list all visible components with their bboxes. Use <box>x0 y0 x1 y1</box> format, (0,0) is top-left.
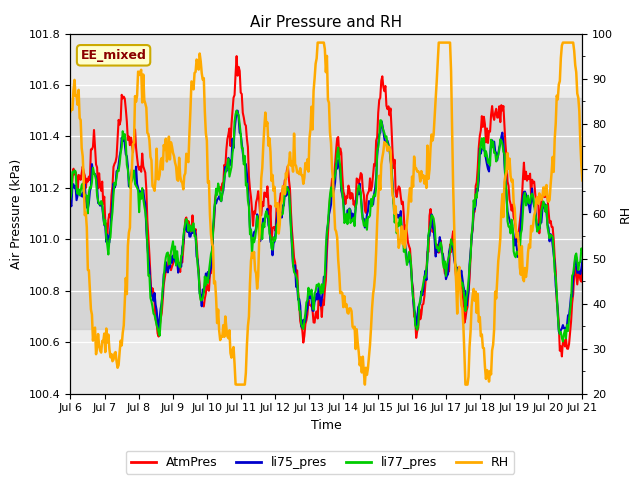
li75_pres <box>487 140 495 146</box>
RH <box>579 178 586 183</box>
RH <box>314 40 321 46</box>
Line: RH: RH <box>70 43 582 384</box>
Legend: AtmPres, li75_pres, li77_pres, RH: AtmPres, li75_pres, li77_pres, RH <box>125 451 515 474</box>
RH <box>233 382 241 387</box>
li77_pres <box>487 137 495 143</box>
AtmPres <box>314 316 321 322</box>
li77_pres <box>559 338 567 344</box>
Line: AtmPres: AtmPres <box>70 56 582 357</box>
Line: li75_pres: li75_pres <box>70 111 582 334</box>
AtmPres <box>558 354 566 360</box>
AtmPres <box>233 53 241 59</box>
AtmPres <box>372 138 380 144</box>
AtmPres <box>344 183 352 189</box>
AtmPres <box>568 300 576 306</box>
Bar <box>70 98 582 329</box>
RH <box>488 348 496 353</box>
RH <box>315 40 323 46</box>
Y-axis label: Air Pressure (kPa): Air Pressure (kPa) <box>10 158 24 269</box>
RH <box>373 219 381 225</box>
RH <box>311 75 319 81</box>
li77_pres <box>372 185 380 191</box>
AtmPres <box>67 198 74 204</box>
li75_pres <box>372 175 380 180</box>
AtmPres <box>311 320 319 325</box>
AtmPres <box>579 261 586 266</box>
AtmPres <box>487 112 495 118</box>
li77_pres <box>568 273 576 279</box>
li77_pres <box>311 290 319 296</box>
li75_pres <box>67 200 74 206</box>
RH <box>346 305 353 311</box>
li77_pres <box>344 212 352 217</box>
Text: EE_mixed: EE_mixed <box>81 49 147 62</box>
Title: Air Pressure and RH: Air Pressure and RH <box>250 15 403 30</box>
li75_pres <box>556 331 564 336</box>
li77_pres <box>314 283 321 288</box>
li75_pres <box>579 257 586 263</box>
RH <box>67 108 74 114</box>
li75_pres <box>233 108 241 114</box>
Line: li77_pres: li77_pres <box>70 111 582 341</box>
X-axis label: Time: Time <box>311 419 342 432</box>
li77_pres <box>67 196 74 202</box>
li75_pres <box>568 294 576 300</box>
RH <box>568 40 576 46</box>
li75_pres <box>314 297 321 302</box>
li75_pres <box>344 207 352 213</box>
li77_pres <box>233 108 241 114</box>
li75_pres <box>311 299 319 304</box>
Y-axis label: RH: RH <box>619 204 632 223</box>
li77_pres <box>579 250 586 255</box>
